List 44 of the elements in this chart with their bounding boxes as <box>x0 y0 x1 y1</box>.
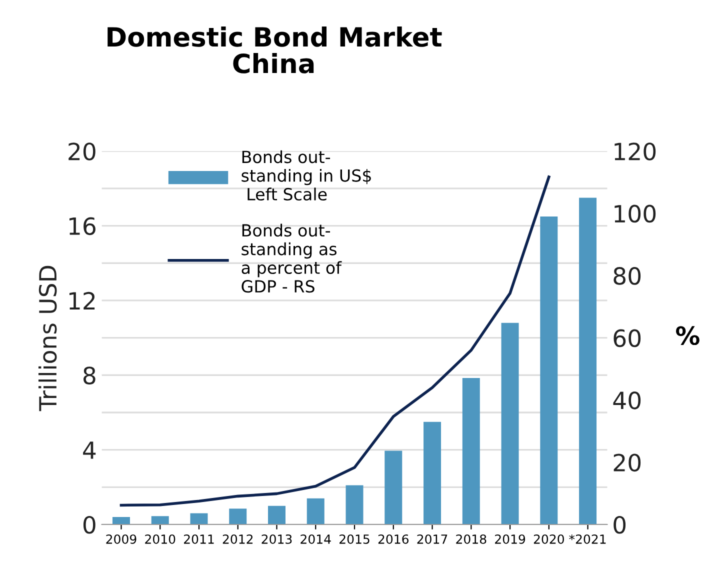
x-tick-label: 2020 <box>534 534 564 544</box>
x-tick-label: 2017 <box>417 534 448 544</box>
x-tick-label: 2013 <box>262 534 292 544</box>
bar <box>501 322 519 524</box>
y2-tick-label: 120 <box>614 142 656 160</box>
x-tick-label: 2011 <box>184 534 214 544</box>
x-tick-label: 2010 <box>145 534 176 544</box>
x-tick-label: 2019 <box>495 534 526 544</box>
x-tick-label: 2012 <box>222 534 253 544</box>
x-tick-label: 2014 <box>300 534 331 544</box>
bar <box>346 485 364 524</box>
legend-label: Bonds out- standing as a percent of GDP - RS <box>242 224 342 293</box>
x-tick-label: *2021 <box>569 534 606 544</box>
y-tick-label: 16 <box>69 217 96 236</box>
y2-tick-label: 100 <box>614 204 656 223</box>
x-tick-label: 2018 <box>456 534 486 544</box>
y-tick-label: 12 <box>69 292 95 310</box>
y-tick-label: 20 <box>68 142 96 160</box>
y2-tick-label: 60 <box>614 329 641 348</box>
y-tick-label: 8 <box>84 366 96 384</box>
y2-tick-label: 0 <box>614 516 626 534</box>
y-axis-title: Trillions USD <box>38 266 57 412</box>
bar <box>579 198 597 524</box>
y2-tick-label: 20 <box>614 454 641 472</box>
bar <box>112 517 130 524</box>
y2-axis-title: % <box>676 326 700 346</box>
y-tick-label: 4 <box>83 442 96 459</box>
y-tick-label: 0 <box>83 516 96 534</box>
bar <box>151 516 169 524</box>
legend-label: Bonds out- standing in US$ Left Scale <box>242 150 371 201</box>
bar <box>540 216 558 524</box>
bar <box>424 422 442 524</box>
bar <box>306 498 324 524</box>
chart-title: Domestic Bond Market China <box>108 26 442 74</box>
bar <box>384 450 402 524</box>
bar <box>462 378 480 524</box>
x-tick-label: 2015 <box>340 534 370 544</box>
x-tick-label: 2016 <box>378 534 409 544</box>
y2-tick-label: 80 <box>614 267 641 285</box>
bar <box>268 506 286 524</box>
x-tick-label: 2009 <box>106 534 136 544</box>
y2-tick-label: 40 <box>613 391 641 410</box>
bar <box>229 508 247 524</box>
bar <box>190 513 208 524</box>
